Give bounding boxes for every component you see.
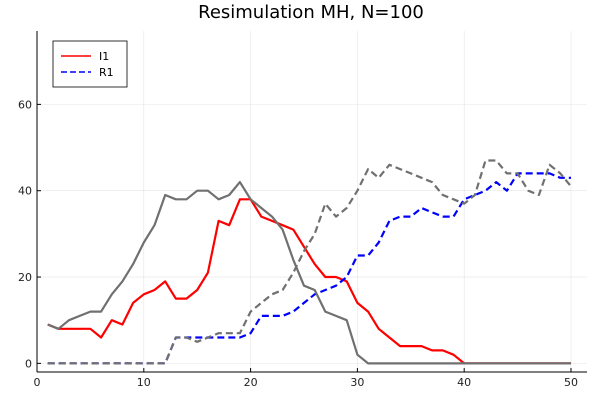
y-tick-label: 20 [18, 271, 32, 284]
legend-label-r1: R1 [99, 66, 114, 79]
x-tick-label: 30 [350, 376, 364, 389]
x-tick-label: 0 [34, 376, 41, 389]
y-tick-label: 60 [18, 98, 32, 111]
x-tick-label: 40 [457, 376, 471, 389]
x-tick-label: 10 [137, 376, 151, 389]
series-gray-dashed-line [47, 159, 572, 365]
x-tick-label: 50 [564, 376, 578, 389]
chart-title: Resimulation MH, N=100 [198, 2, 424, 23]
axes: 0 10 20 30 40 50 0 20 40 60 [18, 31, 587, 389]
legend-label-i1: I1 [99, 50, 109, 63]
y-tick-label: 0 [25, 357, 32, 370]
x-tick-label: 20 [244, 376, 258, 389]
legend-box [52, 40, 128, 88]
series-layer [47, 159, 572, 365]
y-tick-label: 40 [18, 185, 32, 198]
series-gray-solid-line [47, 181, 571, 365]
